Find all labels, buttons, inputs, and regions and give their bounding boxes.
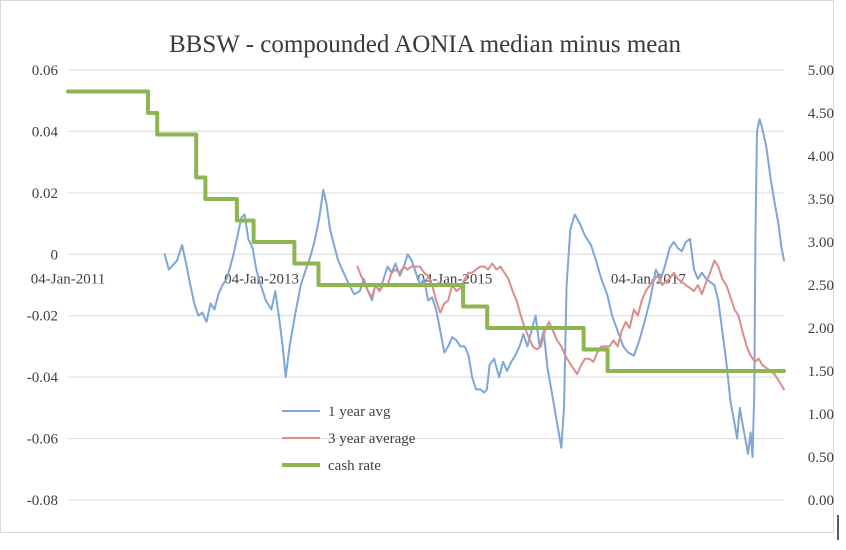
legend: 1 year avg 3 year average cash rate [282,404,416,474]
y-left-tick-label: -0.02 [27,309,58,325]
series-line-1-year-avg [163,118,785,458]
y-right-tick-label: 2.50 [808,278,834,294]
legend-label-1-year-avg: 1 year avg [328,404,391,420]
x-axis-ticks: 04-Jan-2011 04-Jan-2013 04-Jan-2015 04-Jan-… [31,271,687,287]
x-tick-label: 04-Jan-2013 [224,271,299,287]
y-right-tick-label: 1.00 [808,407,834,423]
y-right-tick-label: 0.50 [808,450,834,466]
y-right-tick-label: 3.50 [808,192,834,208]
x-tick-label: 04-Jan-2017 [611,271,686,287]
legend-label-cash-rate: cash rate [328,458,381,474]
chart-title: BBSW - compounded AONIA median minus mea… [169,31,681,58]
y-right-tick-label: 1.50 [808,364,834,380]
y-right-tick-label: 4.50 [808,106,834,122]
y-right-tick-label: 0.00 [808,493,834,509]
y-right-tick-label: 3.00 [808,235,834,251]
gridlines [68,69,784,501]
left-axis-ticks: 0.06 0.04 0.02 0 -0.02 -0.04 -0.06 -0.08 [27,63,59,509]
series-line-3-year-average [356,259,785,391]
series-line-cash-rate [66,89,786,373]
right-axis-ticks: 5.00 4.50 4.00 3.50 3.00 2.50 2.00 1.50 1.00 0.50… [808,63,834,509]
series-lines [66,89,786,458]
y-left-tick-label: -0.06 [27,432,59,448]
y-right-tick-label: 2.00 [808,321,834,337]
x-tick-label: 04-Jan-2011 [31,271,105,287]
y-right-tick-label: 5.00 [808,63,834,79]
y-left-tick-label: 0.02 [32,186,58,202]
legend-label-3-year-average: 3 year average [328,431,416,447]
y-left-tick-label: 0.04 [32,124,59,140]
y-left-tick-label: -0.08 [27,493,58,509]
y-left-tick-label: -0.04 [27,370,59,386]
y-left-tick-label: 0 [51,247,59,263]
y-right-tick-label: 4.00 [808,149,834,165]
y-left-tick-label: 0.06 [32,63,59,79]
